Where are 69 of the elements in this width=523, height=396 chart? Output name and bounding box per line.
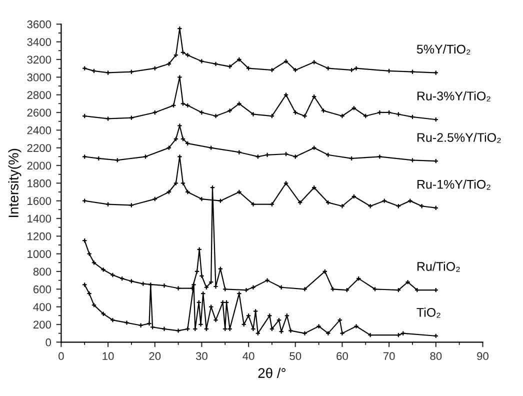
point <box>213 113 218 119</box>
point <box>250 202 256 207</box>
x-tick-label: 90 <box>477 352 488 360</box>
point <box>148 282 154 288</box>
series-label: TiO₂ <box>416 308 440 318</box>
point <box>302 113 308 119</box>
y-tick-label: 3400 <box>27 38 52 46</box>
point <box>105 70 111 76</box>
y-tick-label: 2400 <box>27 126 52 134</box>
y-tick-label: 1800 <box>28 179 52 188</box>
x-tick-label: 0 <box>58 352 64 360</box>
x-tick-label: 50 <box>290 352 302 360</box>
x-tick-label: 20 <box>149 352 161 360</box>
y-tick-label: 3000 <box>27 73 52 82</box>
x-tick-label: 60 <box>336 352 348 360</box>
point <box>199 110 204 116</box>
x-tick-label: 10 <box>102 352 114 360</box>
y-tick-label: 1600 <box>28 197 52 205</box>
x-tick-label: 80 <box>430 352 442 360</box>
point <box>191 282 196 288</box>
point <box>302 330 308 336</box>
point <box>252 308 258 314</box>
y-tick-label: 3200 <box>27 56 52 64</box>
x-tick-label: 40 <box>242 352 254 360</box>
point <box>250 112 256 117</box>
y-tick-label: 600 <box>33 285 52 294</box>
y-tick-label: 2200 <box>27 144 52 152</box>
y-tick-label: 2800 <box>27 91 52 99</box>
point <box>110 272 116 278</box>
point <box>320 108 326 114</box>
point <box>176 328 181 334</box>
point <box>128 202 134 208</box>
y-tick-label: 2000 <box>27 162 52 170</box>
series-label: 5%Y/TiO₂ <box>416 44 470 55</box>
y-tick-label: 3600 <box>27 20 52 28</box>
y-tick-label: 1200 <box>28 232 52 240</box>
x-tick-label: 70 <box>383 352 395 360</box>
y-tick-label: 0 <box>46 338 52 346</box>
point <box>340 330 345 336</box>
point <box>283 58 289 64</box>
point <box>316 324 322 329</box>
y-tick-label: 1400 <box>28 214 52 223</box>
point <box>124 320 130 326</box>
y-axis-title: Intersity(%) <box>8 148 22 217</box>
point <box>100 267 106 272</box>
y-tick-label: 1000 <box>28 250 52 258</box>
y-tick-label: 2600 <box>27 108 52 117</box>
y-tick-label: 800 <box>33 268 52 276</box>
point <box>227 108 232 114</box>
y-tick-label: 200 <box>33 320 52 329</box>
point <box>354 324 359 329</box>
series-label: Ru/TiO₂ <box>417 262 460 272</box>
series-label: Ru-2.5%Y/TiO₂ <box>417 132 501 143</box>
x-axis-title: 2θ /° <box>258 368 286 378</box>
point <box>199 58 204 64</box>
series-label: Ru-1%Y/TiO₂ <box>417 180 490 190</box>
point <box>86 251 92 256</box>
point <box>213 284 218 290</box>
point <box>302 286 308 292</box>
series-label: Ru-3%Y/TiO₂ <box>417 91 490 102</box>
point <box>176 286 181 291</box>
y-tick-label: 400 <box>33 303 52 311</box>
x-tick-label: 30 <box>196 352 208 360</box>
point <box>340 113 345 119</box>
point <box>128 278 134 284</box>
point <box>236 150 242 155</box>
point <box>264 278 270 283</box>
point <box>288 328 294 334</box>
point <box>128 115 134 120</box>
